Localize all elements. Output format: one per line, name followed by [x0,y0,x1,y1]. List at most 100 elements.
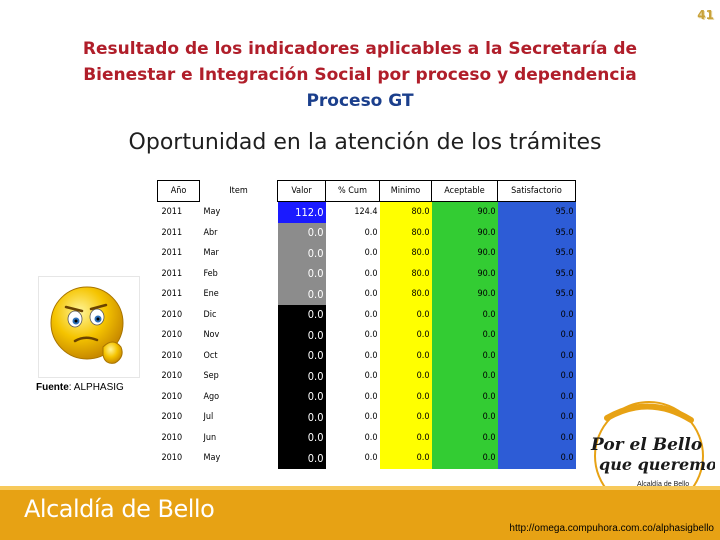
cell-acep: 0.0 [431,448,498,469]
source-value: : ALPHASIG [68,382,124,393]
cell-sat: 0.0 [497,325,576,346]
cell-anio: 2010 [161,432,183,443]
header-minimo: Minimo [379,180,432,202]
cell-sat: 0.0 [497,304,576,325]
cell-acep: 90.0 [431,201,498,223]
cell-min: 0.0 [379,448,432,469]
cell-item: Sep [203,371,219,382]
table-header-row: Año Item Valor % Cum Minimo Aceptable Sa… [157,180,576,202]
cell-anio: 2011 [161,248,183,259]
cell-sat: 0.0 [497,345,576,366]
cell-acep: 0.0 [431,407,498,428]
cell-sat: 0.0 [497,427,576,448]
cell-min: 0.0 [379,366,432,387]
cell-cum: 0.0 [325,304,380,325]
source-note: Fuente: ALPHASIG [36,382,124,393]
cell-item: Nov [203,330,220,341]
cell-acep: 90.0 [431,222,498,243]
header-item: Item [229,186,248,196]
header-aceptable: Aceptable [431,180,498,202]
cell-valor: 0.0 [277,304,326,325]
cell-min: 80.0 [379,201,432,223]
footer-title: Alcaldía de Bello [24,495,215,523]
cell-valor: 0.0 [277,263,326,284]
cell-sat: 95.0 [497,243,576,264]
por-el-bello-logo: Por el Bello que queremos Alcaldía de Be… [590,401,715,511]
cell-anio: 2010 [161,350,183,361]
cell-anio: 2010 [161,371,183,382]
cell-min: 0.0 [379,345,432,366]
slide-title: Resultado de los indicadores aplicables … [40,36,680,114]
table-row: 2010 May 0.0 0.0 0.0 0.0 0.0 [158,448,576,469]
cell-valor: 0.0 [277,386,326,407]
cell-valor: 0.0 [277,243,326,264]
cell-anio: 2010 [161,330,183,341]
cell-acep: 90.0 [431,243,498,264]
cell-valor: 0.0 [277,366,326,387]
cell-item: Ago [203,391,220,402]
table-row: 2010 Dic 0.0 0.0 0.0 0.0 0.0 [158,304,576,325]
cell-valor: 0.0 [277,325,326,346]
cell-acep: 0.0 [431,325,498,346]
table-row: 2011 May 112.0 124.4 80.0 90.0 95.0 [158,201,576,223]
cell-min: 0.0 [379,325,432,346]
cell-min: 0.0 [379,386,432,407]
cell-acep: 0.0 [431,427,498,448]
cell-anio: 2011 [161,289,183,300]
source-label: Fuente [36,382,69,393]
header-cum: % Cum [325,180,380,202]
cell-cum: 0.0 [325,407,380,428]
cell-acep: 0.0 [431,345,498,366]
cell-cum: 0.0 [325,325,380,346]
cell-acep: 90.0 [431,284,498,305]
source-url[interactable]: http://omega.compuhora.com.co/alphasigbe… [509,523,714,534]
indicator-table: Año Item Valor % Cum Minimo Aceptable Sa… [157,180,576,469]
cell-anio: 2010 [161,412,183,423]
cell-anio: 2011 [161,207,183,218]
cell-item: Oct [203,350,218,361]
cell-anio: 2010 [161,309,183,320]
table-row: 2010 Oct 0.0 0.0 0.0 0.0 0.0 [158,345,576,366]
title-line-2: Bienestar e Integración Social por proce… [83,65,637,85]
header-anio: Año [157,180,200,202]
cell-min: 80.0 [379,284,432,305]
cell-min: 80.0 [379,243,432,264]
table-row: 2010 Nov 0.0 0.0 0.0 0.0 0.0 [158,325,576,346]
cell-valor: 0.0 [277,407,326,428]
cell-item: Mar [203,248,219,259]
table-row: 2011 Feb 0.0 0.0 80.0 90.0 95.0 [158,263,576,284]
cell-acep: 0.0 [431,304,498,325]
cell-item: Abr [203,227,218,238]
cell-sat: 0.0 [497,366,576,387]
cell-valor: 0.0 [277,222,326,243]
cell-anio: 2011 [161,227,183,238]
cell-cum: 0.0 [325,345,380,366]
table-row: 2010 Sep 0.0 0.0 0.0 0.0 0.0 [158,366,576,387]
logo-line-3: Alcaldía de Bello [637,481,689,488]
cell-cum: 0.0 [325,366,380,387]
cell-valor: 0.0 [277,284,326,305]
page-number-shadow: 41 [698,9,715,23]
cell-anio: 2010 [161,453,183,464]
cell-cum: 0.0 [325,284,380,305]
section-heading: Oportunidad en la atención de los trámit… [128,130,602,155]
cell-acep: 0.0 [431,386,498,407]
cell-sat: 95.0 [497,201,576,223]
cell-cum: 0.0 [325,222,380,243]
cell-valor: 0.0 [277,427,326,448]
cell-item: Feb [203,268,218,279]
cell-min: 80.0 [379,222,432,243]
cell-item: May [203,207,221,217]
cell-cum: 0.0 [325,386,380,407]
cell-sat: 0.0 [497,386,576,407]
page-number: 41 [697,8,714,22]
table-body: 2011 May 112.0 124.4 80.0 90.0 95.0 2011 Abr 0.0 0… [158,201,576,469]
cell-valor: 112.0 [277,201,326,223]
cell-sat: 0.0 [497,407,576,428]
logo-line-1: Por el Bello [590,435,702,455]
table-row: 2011 Mar 0.0 0.0 80.0 90.0 95.0 [158,243,576,264]
cell-min: 80.0 [379,263,432,284]
header-valor: Valor [277,180,326,202]
table-row: 2010 Ago 0.0 0.0 0.0 0.0 0.0 [158,386,576,407]
footer-band [0,486,720,540]
